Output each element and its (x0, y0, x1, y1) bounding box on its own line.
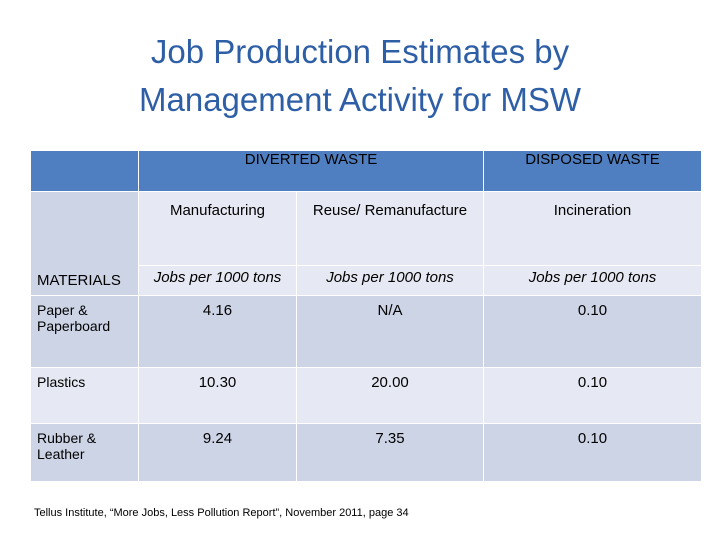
incineration-header: Incineration (483, 191, 702, 266)
material-name: Paper & Paperboard (30, 295, 139, 368)
manufacturing-value: 10.30 (138, 367, 297, 424)
title-line-2: Management Activity for MSW (139, 81, 581, 118)
disposed-waste-header: DISPOSED WASTE (483, 150, 702, 192)
incineration-value: 0.10 (483, 295, 702, 368)
header-blank-cell (30, 150, 139, 192)
materials-label: MATERIALS (37, 272, 121, 289)
table-row: Rubber & Leather 9.24 7.35 0.10 (30, 423, 702, 482)
manufacturing-value: 9.24 (138, 423, 297, 482)
source-footnote: Tellus Institute, “More Jobs, Less Pollu… (34, 507, 409, 519)
incineration-units: Jobs per 1000 tons (483, 265, 702, 296)
slide-title: Job Production Estimates by Management A… (0, 28, 720, 124)
sub-header-row: MATERIALS Manufacturing Reuse/ Remanufac… (30, 191, 702, 296)
job-estimates-table: DIVERTED WASTE DISPOSED WASTE MATERIALS … (30, 150, 702, 482)
diverted-waste-header: DIVERTED WASTE (138, 150, 484, 192)
manufacturing-header: Manufacturing (138, 191, 297, 266)
reuse-header: Reuse/ Remanufacture (296, 191, 484, 266)
material-name: Rubber & Leather (30, 423, 139, 482)
material-name: Plastics (30, 367, 139, 424)
group-header-row: DIVERTED WASTE DISPOSED WASTE (30, 150, 702, 192)
reuse-units: Jobs per 1000 tons (296, 265, 484, 296)
reuse-value: 7.35 (296, 423, 484, 482)
table-row: Plastics 10.30 20.00 0.10 (30, 367, 702, 424)
units-row: Jobs per 1000 tons Jobs per 1000 tons Jo… (31, 265, 702, 296)
manufacturing-value: 4.16 (138, 295, 297, 368)
table-row: Paper & Paperboard 4.16 N/A 0.10 (30, 295, 702, 368)
manufacturing-units: Jobs per 1000 tons (138, 265, 297, 296)
incineration-value: 0.10 (483, 423, 702, 482)
reuse-value: 20.00 (296, 367, 484, 424)
incineration-value: 0.10 (483, 367, 702, 424)
reuse-value: N/A (296, 295, 484, 368)
materials-label-cell: MATERIALS (30, 191, 139, 296)
title-line-1: Job Production Estimates by (150, 33, 570, 70)
